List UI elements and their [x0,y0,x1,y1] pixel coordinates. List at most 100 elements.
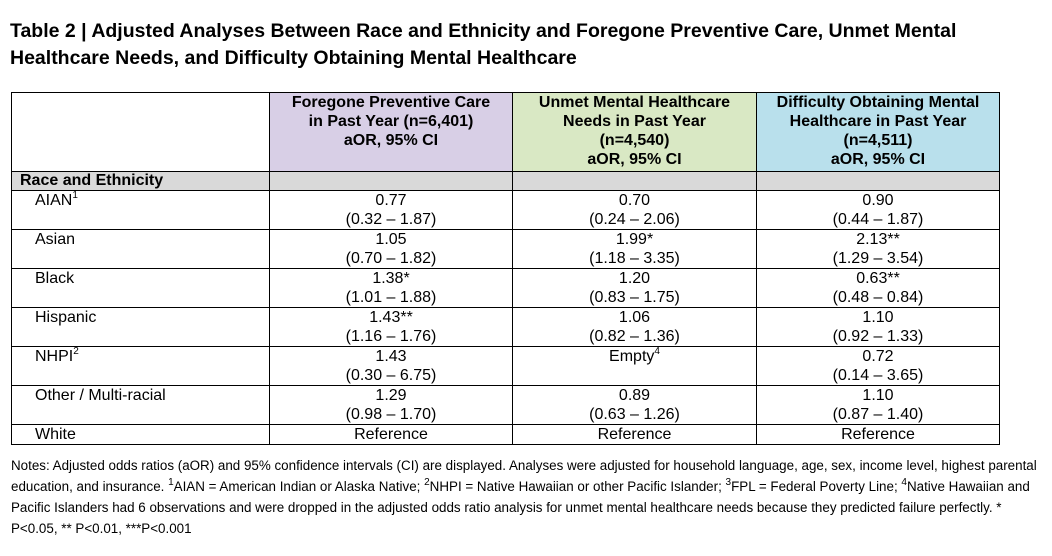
aor-value: 1.43** [270,308,512,327]
aor-value: 1.10 [757,308,999,327]
row-label-text: Hispanic [35,309,97,326]
aor-value-text: 1.43** [369,309,413,326]
row-label: Asian [11,229,270,269]
row-label-text: Black [35,270,75,287]
aor-value-text: Empty [609,348,655,365]
row-label: Other / Multi-racial [11,385,270,425]
header-line: (n=4,540) [599,132,670,149]
aor-value-text: 1.10 [862,309,894,326]
results-table: Foregone Preventive Care in Past Year (n… [11,92,1000,445]
row-label: Hispanic [11,307,270,347]
confidence-interval: (1.18 – 3.35) [589,250,680,267]
aor-value-text: 1.29 [375,387,407,404]
aor-value-text: 0.77 [375,192,407,209]
confidence-interval: (0.63 – 1.26) [589,406,680,423]
row-label: AIAN1 [11,189,270,230]
section-empty-cell [756,171,1000,191]
value-cell: 1.05 (0.70 – 1.82) [269,229,513,269]
confidence-interval: (0.32 – 1.87) [345,211,437,228]
aor-value: 0.72 [757,347,999,366]
confidence-interval: (0.70 – 1.82) [345,250,437,267]
value-cell: 0.72 (0.14 – 3.65) [756,346,1000,386]
notes-text: Notes: Adjusted odds ratios (aOR) and 95… [11,458,1037,494]
header-line: Healthcare in Past Year [789,113,967,130]
row-label-text: NHPI [35,348,74,365]
header-row: Foregone Preventive Care in Past Year (n… [11,92,1000,172]
table-notes: Notes: Adjusted odds ratios (aOR) and 95… [11,455,1047,539]
row-label-text: Asian [35,231,76,248]
table-row: AIAN1 0.77 (0.32 – 1.87) 0.70 (0.24 – 2.06) 0… [11,189,1000,230]
row-label: White [11,424,270,445]
aor-value: 1.06 [513,308,756,327]
value-cell: 1.10 (0.87 – 1.40) [756,385,1000,425]
notes-sup: 2 [424,476,430,488]
header-unmet-mental-healthcare: Unmet Mental Healthcare Needs in Past Ye… [512,92,757,172]
row-label-text: AIAN [35,192,73,209]
aor-value-text: 1.38* [372,270,410,287]
aor-value-text: 0.63** [856,270,900,287]
header-line: aOR, 95% CI [587,151,682,168]
aor-value-text: 2.13** [856,231,900,248]
aor-value: 1.43 [270,347,512,366]
aor-value: 1.29 [270,386,512,405]
confidence-interval: (0.98 – 1.70) [345,406,437,423]
aor-value-text: 1.43 [375,348,407,365]
row-label: NHPI2 [11,346,270,386]
table-row: NHPI2 1.43 (0.30 – 6.75) Empty4 0.72 (0.14 – … [11,346,1000,386]
aor-value: Empty4 [513,346,756,366]
aor-value: 1.10 [757,386,999,405]
header-line: Needs in Past Year [563,113,706,130]
notes-text: FPL = Federal Poverty Line; [731,479,902,494]
value-cell: 1.06 (0.82 – 1.36) [512,307,757,347]
aor-value-text: 0.72 [862,348,894,365]
section-row: Race and Ethnicity [11,171,1000,191]
aor-value: 1.20 [513,269,756,288]
value-cell: 1.99* (1.18 – 3.35) [512,229,757,269]
notes-sup: 3 [725,476,732,488]
value-cell: 1.43 (0.30 – 6.75) [269,346,513,386]
table-row: Asian 1.05 (0.70 – 1.82) 1.99* (1.18 – 3.35)… [11,229,1000,269]
reference-cell: Reference [512,424,757,445]
confidence-interval: (1.01 – 1.88) [345,289,437,306]
notes-text: Native Hawaiian and Pacific Islanders ha… [11,479,1030,536]
value-cell: 0.63** (0.48 – 0.84) [756,268,1000,308]
header-line: Unmet Mental Healthcare [538,94,731,111]
value-cell: 1.10 (0.92 – 1.33) [756,307,1000,347]
aor-value: 1.99* [513,230,756,249]
section-empty-cell [512,171,757,191]
reference-cell: Reference [269,424,513,445]
value-cell: 2.13** (1.29 – 3.54) [756,229,1000,269]
value-cell: Empty4 [512,346,757,386]
notes-text: AIAN = American Indian or Alaska Native; [173,479,425,494]
aor-value-text: 1.99* [615,231,654,248]
value-cell: 1.43** (1.16 – 1.76) [269,307,513,347]
aor-value: 0.89 [513,386,756,405]
header-difficulty-obtaining-care: Difficulty Obtaining Mental Healthcare i… [756,92,1000,172]
value-cell: 0.90 (0.44 – 1.87) [756,190,1000,230]
row-label-sup: 1 [72,189,78,201]
aor-value-text: 1.06 [618,309,651,326]
aor-value: 2.13** [757,230,999,249]
header-line: in Past Year (n=6,401) [308,113,474,130]
notes-sup: 4 [901,476,907,488]
aor-value: 0.77 [270,191,512,210]
table-row: Black 1.38* (1.01 – 1.88) 1.20 (0.83 – 1.75)… [11,268,1000,308]
confidence-interval: (0.82 – 1.36) [589,328,680,345]
aor-value: 1.05 [270,230,512,249]
aor-value-text: 0.70 [618,192,651,209]
aor-value: 0.90 [757,191,999,210]
confidence-interval: (0.44 – 1.87) [832,211,924,228]
confidence-interval: (0.83 – 1.75) [589,289,680,306]
aor-value-text: 1.20 [618,270,651,287]
value-cell: 1.29 (0.98 – 1.70) [269,385,513,425]
aor-value-text: 1.05 [375,231,407,248]
aor-value-text: 0.90 [862,192,894,209]
table-row: White Reference Reference Reference [11,424,1000,445]
section-empty-cell [269,171,513,191]
notes-sup: 1 [168,476,174,488]
reference-cell: Reference [756,424,1000,445]
aor-value: 1.38* [270,269,512,288]
header-foregone-preventive-care: Foregone Preventive Care in Past Year (n… [269,92,513,172]
value-cell: 1.20 (0.83 – 1.75) [512,268,757,308]
confidence-interval: (0.48 – 0.84) [832,289,924,306]
